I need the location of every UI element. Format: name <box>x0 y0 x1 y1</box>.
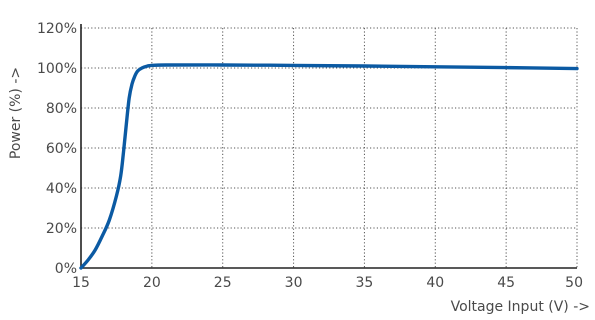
y-tick-label: 60% <box>46 141 77 157</box>
x-tick-label: 40 <box>426 275 444 291</box>
y-tick-label: 40% <box>46 181 77 197</box>
x-tick-label: 45 <box>497 275 515 291</box>
x-axis-title: Voltage Input (V) -> <box>451 299 590 315</box>
x-tick-label: 30 <box>285 275 303 291</box>
x-tick-label: 15 <box>72 275 90 291</box>
x-tick-label: 35 <box>356 275 374 291</box>
x-tick-label: 50 <box>565 275 583 291</box>
y-axis-title: Power (%) -> <box>8 67 24 159</box>
y-tick-label: 120% <box>37 21 77 37</box>
x-tick-label: 20 <box>143 275 161 291</box>
grid <box>81 27 578 268</box>
y-tick-label: 20% <box>46 221 77 237</box>
power-curve-line <box>79 63 579 270</box>
axes <box>80 24 577 269</box>
x-tick-label: 25 <box>214 275 232 291</box>
y-tick-label: 80% <box>46 101 77 117</box>
y-tick-label: 0% <box>55 261 77 277</box>
y-tick-label: 100% <box>37 61 77 77</box>
tick-labels: 0% 20% 40% 60% 80% 100% 120% 15 20 25 30 35 40 45 50 <box>37 21 583 291</box>
series-layer <box>79 63 579 270</box>
